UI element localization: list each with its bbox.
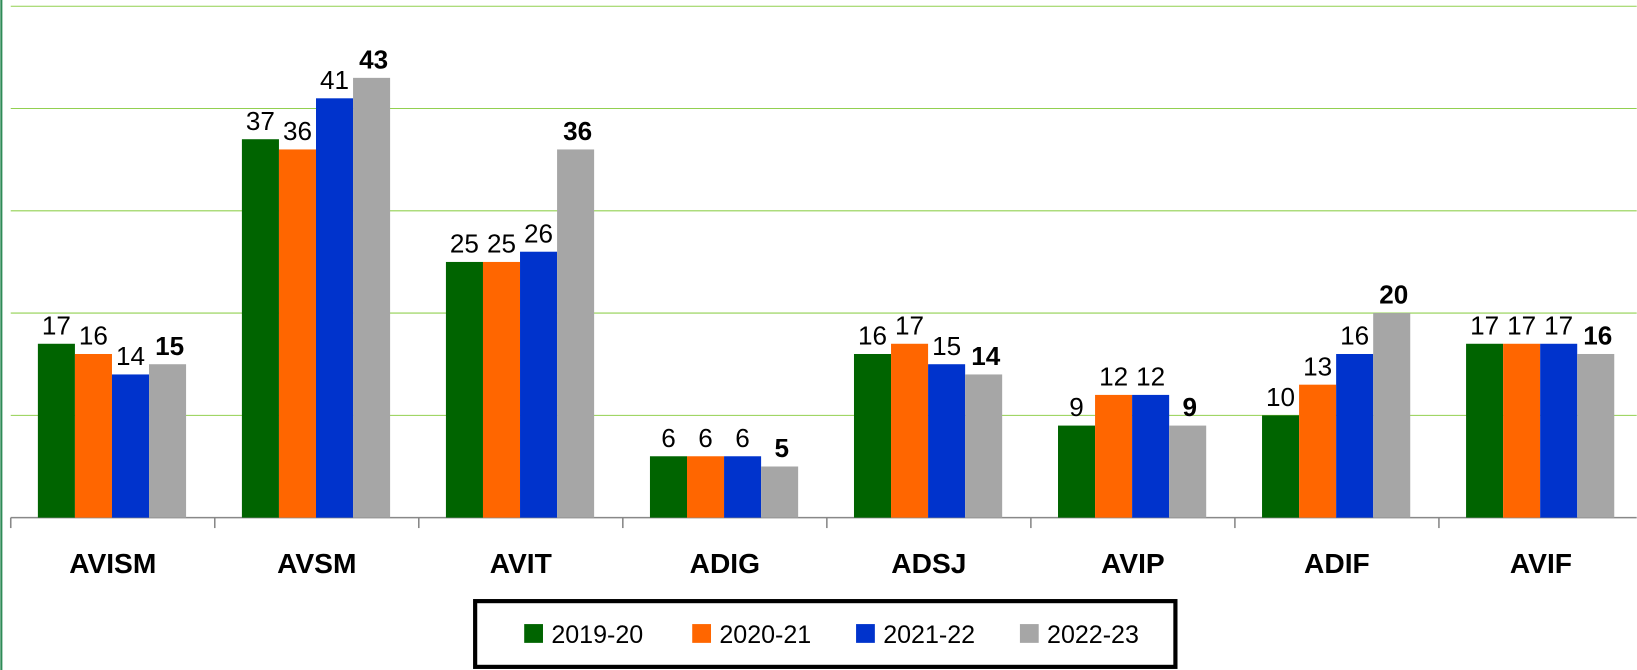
bar	[520, 251, 558, 518]
bar	[1262, 415, 1300, 518]
bar	[649, 456, 688, 518]
x-tick-label: AVSM	[277, 547, 356, 579]
bar	[687, 456, 725, 518]
bar	[353, 77, 391, 518]
x-tick-label: ADIG	[690, 547, 760, 579]
data-label: 14	[971, 341, 1001, 371]
bar	[1373, 313, 1411, 518]
data-label: 43	[359, 44, 388, 74]
data-label: 9	[1183, 392, 1198, 422]
data-label: 36	[283, 116, 312, 146]
bar	[761, 466, 799, 518]
bar	[928, 364, 966, 518]
bar	[482, 261, 521, 518]
bar	[149, 364, 187, 518]
bar	[891, 343, 929, 518]
data-label: 15	[932, 331, 961, 361]
bar	[1503, 343, 1541, 518]
bar	[853, 353, 892, 518]
bar	[316, 98, 354, 518]
legend-swatch	[524, 624, 543, 643]
x-tick-label: ADSJ	[891, 547, 966, 579]
data-label: 25	[487, 229, 516, 259]
bar	[445, 261, 483, 518]
bar	[278, 149, 316, 518]
legend-label: 2021-22	[883, 621, 975, 649]
legend-label: 2019-20	[551, 621, 643, 649]
bar	[1577, 353, 1615, 518]
data-label: 10	[1266, 382, 1295, 412]
bar	[1466, 343, 1504, 518]
data-label: 6	[698, 423, 713, 453]
bar	[1540, 343, 1578, 518]
data-label: 16	[1583, 321, 1612, 351]
data-label: 36	[563, 116, 592, 146]
data-label: 17	[895, 310, 924, 340]
data-label: 17	[42, 310, 71, 340]
data-label: 5	[774, 433, 789, 463]
data-label: 14	[116, 341, 145, 371]
data-label: 6	[661, 423, 676, 453]
legend-swatch	[856, 624, 875, 643]
bar	[557, 149, 595, 518]
data-label: 13	[1303, 351, 1332, 381]
data-label: 37	[246, 106, 275, 136]
bar	[241, 139, 279, 518]
data-label: 41	[320, 65, 349, 95]
bar	[1169, 425, 1207, 518]
bar	[1058, 425, 1096, 518]
bar	[724, 456, 762, 518]
data-label: 17	[1507, 310, 1536, 340]
x-tick-label: AVISM	[69, 547, 156, 579]
data-label: 16	[858, 321, 887, 351]
bar	[965, 374, 1003, 518]
data-label: 20	[1379, 280, 1408, 310]
data-label: 12	[1136, 362, 1165, 392]
x-tick-label: ADIF	[1304, 547, 1370, 579]
bar	[1336, 353, 1374, 518]
data-label: 15	[155, 331, 184, 361]
data-label: 17	[1470, 310, 1499, 340]
data-label: 16	[1340, 321, 1369, 351]
bar	[1095, 394, 1133, 518]
legend-label: 2022-23	[1047, 621, 1139, 649]
bar	[37, 343, 75, 518]
data-label: 26	[524, 218, 553, 248]
legend-box	[473, 599, 1178, 669]
data-label: 12	[1099, 362, 1128, 392]
legend-swatch	[1019, 624, 1039, 643]
bar	[74, 353, 112, 518]
legend-label: 2020-21	[719, 621, 811, 649]
x-tick-label: AVIF	[1510, 547, 1572, 579]
bar	[1132, 394, 1170, 518]
data-label: 16	[79, 321, 108, 351]
data-label: 6	[735, 423, 750, 453]
x-tick-label: AVIP	[1101, 547, 1165, 579]
data-label: 9	[1069, 392, 1084, 422]
data-label: 17	[1544, 310, 1573, 340]
legend-swatch	[692, 624, 712, 643]
data-label: 25	[450, 229, 479, 259]
x-tick-label: AVIT	[490, 547, 552, 579]
bar	[111, 374, 150, 518]
bar	[1299, 384, 1337, 518]
